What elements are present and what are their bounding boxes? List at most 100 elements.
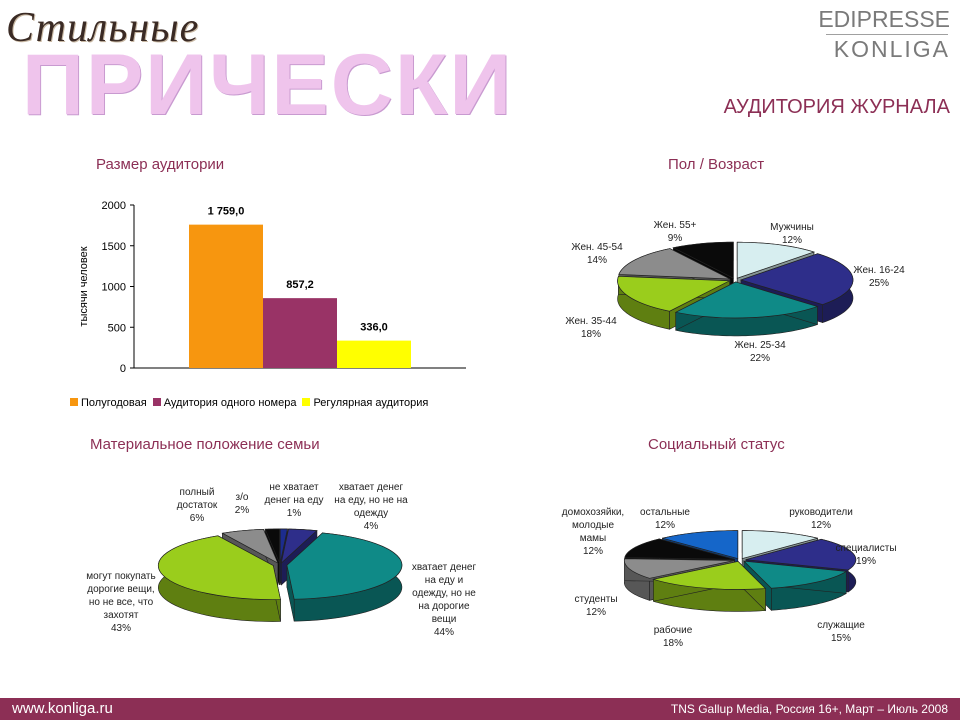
pie-slice (674, 281, 819, 319)
pie-label-line: на дорогие (418, 601, 470, 612)
pie-label-line: молодые (572, 520, 615, 531)
pie-label-line: 15% (831, 633, 851, 644)
pie-slice (651, 561, 767, 590)
pie-slice-label: служащие 15% (817, 620, 865, 644)
pie-slice (743, 560, 848, 589)
chart-title-gender-age: Пол / Возраст (668, 156, 765, 173)
pie-label-line: полный (180, 487, 215, 498)
pie-slice (739, 253, 854, 305)
pie-slice-label: не хватает денег на еду 1% (265, 482, 324, 519)
pie-label-line: но не все, что (89, 597, 154, 608)
bar (189, 224, 263, 368)
pie-slice (662, 530, 739, 560)
pie-slice-label: хватает денег на еду и одежду, но не на дор… (412, 562, 477, 638)
footer-source: TNS Gallup Media, Россия 16+, Март – Июл… (670, 702, 948, 716)
brand-konliga: KONLIGA (833, 36, 950, 62)
y-tick-label: 500 (108, 322, 126, 334)
pie-label-line: 12% (811, 520, 831, 531)
pie-label-line: руководители (789, 507, 853, 518)
pie-label-line: Жен. 16-24 (853, 265, 905, 276)
pie-slice-label: специалисты 19% (835, 543, 896, 567)
pie-slice-label: домохозяйки, молодые мамы 12% (562, 507, 624, 557)
pie-label-line: остальные (640, 507, 690, 518)
pie-label-line: домохозяйки, (562, 507, 624, 518)
pie-label-line: одежду, но не (412, 588, 476, 599)
brand-divider (826, 34, 948, 35)
pie-slice-label: Жен. 45-54 14% (571, 242, 623, 266)
y-tick-label: 1500 (102, 241, 126, 253)
pie-chart-social-status: руководители 12% специалисты 19% служащие 15%… (562, 507, 897, 649)
bar (263, 298, 337, 368)
pie-slice (286, 532, 403, 600)
pie-slice (618, 248, 731, 280)
chart-title-social-status: Социальный статус (648, 436, 785, 453)
pie-label-line: з/о (236, 492, 249, 503)
pie-label-line: дорогие вещи, (87, 584, 154, 595)
pie-label-line: хватает денег (339, 482, 404, 493)
pie-slice-label: з/о 2% (235, 492, 250, 516)
logo-script-text: Стильные (6, 5, 200, 51)
pie-slice (264, 528, 280, 564)
pie-label-line: специалисты (835, 543, 896, 554)
pie-slice (279, 528, 288, 564)
pie-slice-label: руководители 12% (789, 507, 853, 531)
bar-value-label: 857,2 (286, 279, 314, 291)
pie-slice (745, 538, 857, 571)
pie-slice-label: остальные 12% (640, 507, 690, 531)
pie-label-line: Жен. 35-44 (565, 316, 617, 327)
legend-item: Регулярная аудитория (302, 397, 428, 409)
pie-label-line: могут покупать (86, 571, 155, 582)
pie-slice (741, 530, 818, 560)
pie-label-line: 14% (587, 255, 607, 266)
legend-swatch (70, 398, 78, 406)
pie-slice-label: рабочие 18% (654, 624, 693, 649)
pie-label-line: 12% (782, 235, 802, 246)
pie-label-line: 22% (750, 353, 770, 364)
pie-label-line: 43% (111, 623, 131, 634)
pie-slice-label: Жен. 25-34 22% (734, 340, 786, 364)
pie-label-line: служащие (817, 620, 865, 631)
pie-slice (157, 535, 281, 600)
pie-label-line: 12% (655, 520, 675, 531)
footer-bar (0, 698, 960, 720)
pie-label-line: студенты (574, 594, 617, 605)
pie-label-line: 1% (287, 508, 302, 519)
y-tick-label: 2000 (102, 200, 126, 212)
pie-slice-label: Жен. 16-24 25% (853, 265, 905, 289)
pie-label-line: 12% (586, 607, 606, 618)
pie-label-line: 6% (190, 513, 205, 524)
page-title: АУДИТОРИЯ ЖУРНАЛА (723, 96, 950, 118)
pie-chart-wealth: не хватает денег на еду 1% хватает денег на … (86, 482, 477, 638)
pie-slice (623, 558, 735, 579)
bar-value-label: 336,0 (360, 322, 388, 334)
pie-label-line: Жен. 55+ (654, 220, 697, 231)
pie-slice-label: Мужчины 12% (770, 222, 814, 246)
chart-title-wealth: Материальное положение семьи (90, 436, 320, 453)
footer-url-link[interactable]: www.konliga.ru (12, 700, 113, 717)
pie-slice (280, 528, 318, 564)
pie-label-line: 19% (856, 556, 876, 567)
pie-slice-label: Жен. 35-44 18% (565, 316, 617, 340)
pie-label-line: рабочие (654, 624, 693, 636)
legend-item: Аудитория одного номера (152, 397, 297, 409)
legend-item: Полугодовая (70, 397, 147, 409)
pie-slice (736, 241, 816, 279)
legend-label: Аудитория одного номера (163, 397, 297, 409)
pie-label-line: на еду, но не на (334, 495, 408, 506)
chart-title-audience-size: Размер аудитории (96, 156, 225, 173)
pie-label-line: одежду (354, 508, 388, 519)
bar (337, 340, 411, 368)
pie-label-line: хватает денег (412, 562, 477, 573)
pie-slice (624, 538, 735, 560)
legend-swatch (302, 398, 311, 406)
pie-label-line: захотят (104, 610, 139, 621)
pie-label-line: достаток (177, 500, 218, 511)
y-tick-label: 0 (120, 363, 126, 375)
logo-main-text: ПРИЧЕСКИ (22, 37, 514, 133)
pie-label-line: 4% (364, 521, 379, 532)
pie-slice (221, 528, 279, 564)
pie-label-line: 18% (581, 329, 601, 340)
pie-label-line: вещи (432, 614, 457, 625)
pie-label-line: Жен. 45-54 (571, 242, 623, 253)
pie-slice-label: полный достаток 6% (177, 487, 218, 524)
